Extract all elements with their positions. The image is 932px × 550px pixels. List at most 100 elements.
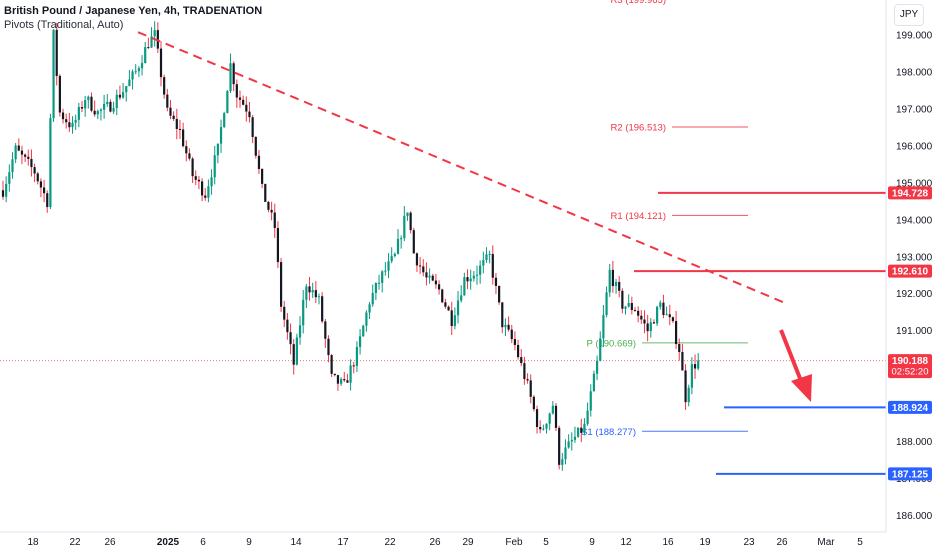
candle-body	[599, 338, 602, 361]
candle-body	[106, 101, 109, 105]
candle-body	[137, 68, 140, 72]
candle-body	[415, 253, 419, 266]
candle-body	[1, 190, 5, 197]
candle-body	[687, 387, 690, 403]
horizontal-lines[interactable]	[0, 191, 886, 475]
y-tick-label: 191.000	[896, 326, 932, 337]
candle-body	[336, 375, 340, 384]
candle-body	[684, 370, 687, 403]
candle-body	[362, 325, 365, 337]
candle-body	[115, 94, 118, 109]
candle-body	[422, 266, 425, 273]
candle-body	[352, 365, 355, 367]
candle-body	[595, 360, 599, 374]
candle-body	[643, 319, 646, 324]
candle-body	[33, 167, 36, 174]
candle-body	[425, 272, 428, 278]
y-tick-label: 196.000	[896, 141, 932, 152]
y-tick-label: 194.000	[896, 215, 932, 226]
candle-body	[248, 111, 251, 118]
candle-body	[188, 153, 191, 159]
candle-body	[109, 101, 112, 112]
candle-body	[554, 405, 558, 428]
candle-body	[573, 436, 577, 440]
candles	[1, 21, 700, 471]
candle-body	[242, 99, 245, 105]
y-tick-label: 197.000	[896, 104, 932, 115]
candle-body	[340, 379, 343, 384]
candle-body	[8, 172, 11, 184]
candle-body	[251, 117, 254, 137]
candle-body	[498, 285, 501, 303]
candle-body	[403, 215, 406, 239]
candle-body	[283, 306, 286, 320]
candle-body	[419, 265, 422, 267]
chart-title: British Pound / Japanese Yen, 4h, TRADEN…	[4, 5, 263, 17]
candle-body	[371, 292, 374, 305]
candle-body	[652, 322, 656, 324]
resistance-tag-1: 194.728	[892, 188, 929, 199]
currency-badge[interactable]: JPY	[894, 4, 924, 26]
candle-body	[185, 146, 188, 154]
x-tick-label: Mar	[817, 537, 835, 548]
y-tick-label: 193.000	[896, 252, 932, 263]
candle-body	[17, 145, 20, 151]
candle-body	[662, 302, 665, 315]
candle-body	[159, 48, 163, 78]
pivot-label-r2: R2 (196.513)	[611, 122, 666, 133]
candle-body	[103, 104, 106, 110]
candle-body	[520, 357, 523, 364]
indicator-label[interactable]: Pivots (Traditional, Auto)	[4, 19, 124, 31]
resistance-tag-2-bg	[888, 264, 932, 278]
candle-body	[513, 339, 517, 345]
candle-body	[472, 275, 475, 279]
candle-body	[633, 310, 637, 312]
candle-body	[178, 128, 182, 130]
candle-body	[264, 183, 267, 202]
pivot-label-r3: R3 (199.965)	[611, 0, 666, 6]
candle-body	[561, 459, 564, 465]
candle-body	[314, 290, 317, 298]
y-tick-label: 188.000	[896, 437, 932, 448]
candle-body	[583, 423, 586, 433]
candle-body	[592, 373, 596, 392]
candle-body	[204, 195, 207, 198]
candle-body	[232, 63, 235, 85]
candle-body	[87, 96, 90, 101]
candle-body	[630, 303, 633, 311]
candle-body	[261, 168, 264, 184]
x-tick-label: 23	[743, 537, 755, 548]
candle-body	[428, 275, 431, 278]
candle-body	[577, 427, 580, 437]
candle-body	[646, 323, 649, 332]
candle-body	[226, 90, 229, 114]
candle-body	[621, 290, 624, 309]
x-tick-label: 6	[200, 537, 206, 548]
candle-body	[24, 154, 27, 157]
candle-body	[270, 209, 273, 213]
y-tick-label: 186.000	[896, 511, 932, 522]
candle-body	[61, 112, 65, 120]
arrow-shaft	[779, 329, 805, 387]
candle-body	[358, 336, 362, 347]
x-tick-label: 5	[543, 537, 549, 548]
candle-body	[494, 277, 498, 286]
candle-body	[58, 75, 61, 113]
candle-body	[526, 379, 529, 381]
candle-body	[191, 158, 194, 177]
candle-body	[400, 238, 403, 240]
candle-body	[343, 379, 346, 381]
candle-body	[488, 254, 491, 256]
candle-body	[121, 92, 125, 98]
candle-body	[90, 96, 93, 111]
candle-body	[412, 230, 415, 254]
candle-body	[479, 265, 482, 275]
candle-body	[355, 346, 359, 366]
resistance-tag-2: 192.610	[892, 267, 929, 278]
trendline[interactable]	[137, 31, 786, 304]
x-tick-label: 5	[857, 537, 863, 548]
last-price-tag-bg	[888, 354, 932, 379]
candle-body	[586, 410, 589, 424]
candle-body	[197, 179, 201, 182]
